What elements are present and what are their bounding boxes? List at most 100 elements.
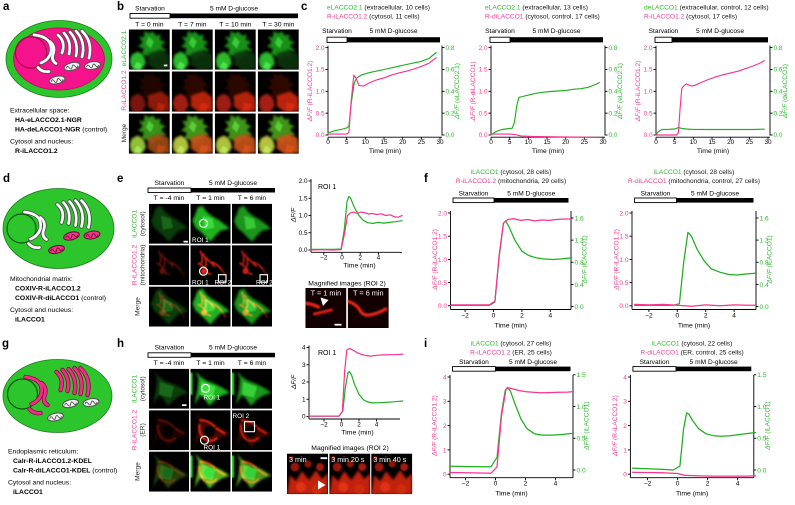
svg-text:25: 25 xyxy=(418,139,426,146)
svg-text:0.4: 0.4 xyxy=(760,282,769,289)
svg-text:1.0: 1.0 xyxy=(316,89,325,96)
svg-text:0.5: 0.5 xyxy=(757,436,766,443)
svg-text:ΔF/F (R-diLACCO1): ΔF/F (R-diLACCO1) xyxy=(470,62,477,122)
svg-text:R-iLACCO1.2 (ER, 25 cells): R-iLACCO1.2 (ER, 25 cells) xyxy=(470,350,552,357)
svg-text:Time (min): Time (min) xyxy=(532,148,564,155)
svg-text:1.0: 1.0 xyxy=(619,257,628,264)
svg-text:f: f xyxy=(424,173,428,185)
svg-text:R-diLACCO1 (ER, control, 25 ce: R-diLACCO1 (ER, control, 25 cells) xyxy=(640,350,743,357)
svg-text:Starvation: Starvation xyxy=(459,359,489,366)
svg-text:0: 0 xyxy=(492,313,496,320)
svg-text:0.5: 0.5 xyxy=(438,280,447,287)
svg-text:1.5: 1.5 xyxy=(438,234,447,241)
svg-text:0: 0 xyxy=(443,472,447,479)
svg-text:3: 3 xyxy=(302,362,306,369)
svg-text:5: 5 xyxy=(345,139,349,146)
svg-text:1.0: 1.0 xyxy=(438,257,447,264)
svg-text:3 min: 3 min xyxy=(289,455,307,464)
svg-text:(mitochondria): (mitochondria) xyxy=(140,245,147,286)
svg-text:0.2: 0.2 xyxy=(774,110,783,117)
svg-text:1.6: 1.6 xyxy=(760,215,769,222)
svg-text:0: 0 xyxy=(340,422,344,429)
svg-text:5 mM D-glucose: 5 mM D-glucose xyxy=(696,28,744,35)
svg-text:ROI 2: ROI 2 xyxy=(256,280,273,287)
svg-text:5 mM D-glucose: 5 mM D-glucose xyxy=(507,191,555,198)
svg-text:10: 10 xyxy=(525,139,533,146)
svg-text:2: 2 xyxy=(443,423,447,430)
svg-text:ΔF/F (iLACCO1): ΔF/F (iLACCO1) xyxy=(582,235,589,284)
svg-text:4: 4 xyxy=(736,481,740,488)
svg-text:Extracellular space:: Extracellular space: xyxy=(10,108,69,115)
svg-text:Calr-R-diLACCO1-KDEL (control): Calr-R-diLACCO1-KDEL (control) xyxy=(13,468,117,475)
svg-text:0: 0 xyxy=(676,481,680,488)
svg-text:eLACCO2.1 (extracellular, 10 c: eLACCO2.1 (extracellular, 10 cells) xyxy=(327,5,430,12)
svg-text:R-iLACCO1.2: R-iLACCO1.2 xyxy=(131,410,138,451)
svg-text:25: 25 xyxy=(746,139,754,146)
svg-text:Time (min): Time (min) xyxy=(341,430,373,437)
svg-text:1: 1 xyxy=(443,447,447,454)
svg-text:Starvation: Starvation xyxy=(322,28,352,35)
svg-text:1.0: 1.0 xyxy=(479,89,488,96)
svg-text:5 mM D-glucose: 5 mM D-glucose xyxy=(210,6,258,13)
svg-text:5 mM D-glucose: 5 mM D-glucose xyxy=(509,359,557,366)
svg-text:0.0: 0.0 xyxy=(479,132,488,139)
svg-text:Cytosol and nucleus:: Cytosol and nucleus: xyxy=(10,139,73,146)
svg-text:0.0: 0.0 xyxy=(299,247,308,254)
svg-text:−2: −2 xyxy=(462,481,470,488)
svg-text:0.0: 0.0 xyxy=(575,304,584,311)
svg-text:0.4: 0.4 xyxy=(609,89,618,96)
svg-text:ΔF/F (eLACCO2.1): ΔF/F (eLACCO2.1) xyxy=(454,63,461,120)
svg-text:T = -4 min: T = -4 min xyxy=(154,360,185,367)
svg-text:4: 4 xyxy=(302,345,306,352)
svg-text:0.8: 0.8 xyxy=(774,45,783,52)
svg-text:Merge: Merge xyxy=(135,462,142,481)
svg-text:iLACCO1: iLACCO1 xyxy=(131,375,138,403)
svg-text:eLACCO2.1 (extracellular, 13 c: eLACCO2.1 (extracellular, 13 cells) xyxy=(485,5,588,12)
svg-text:Starvation: Starvation xyxy=(155,180,185,187)
svg-text:2: 2 xyxy=(524,481,528,488)
svg-text:15: 15 xyxy=(543,139,551,146)
svg-text:T = 1 min: T = 1 min xyxy=(196,195,225,202)
svg-text:Time (min): Time (min) xyxy=(495,323,527,330)
svg-text:Endoplasmic reticulum:: Endoplasmic reticulum: xyxy=(8,449,78,456)
svg-text:5 mM D-glucose: 5 mM D-glucose xyxy=(532,28,580,35)
svg-text:ROI 1: ROI 1 xyxy=(192,280,209,287)
svg-text:0: 0 xyxy=(654,139,658,146)
svg-text:c: c xyxy=(301,1,308,13)
svg-text:ROI 2: ROI 2 xyxy=(233,413,250,420)
svg-text:R-diLACCO1 (cytosol, control,: R-diLACCO1 (cytosol, control, 17 cells) xyxy=(485,14,600,21)
svg-text:0.8: 0.8 xyxy=(609,45,618,52)
svg-text:iLACCO1 (cytosol, 22 cells): iLACCO1 (cytosol, 22 cells) xyxy=(652,341,733,348)
svg-text:Merge: Merge xyxy=(135,297,142,316)
svg-text:3 min 20 s: 3 min 20 s xyxy=(331,455,365,464)
svg-text:iLACCO1: iLACCO1 xyxy=(131,210,138,238)
svg-text:T = 1 min: T = 1 min xyxy=(196,360,225,367)
svg-text:ΔF/F (iLACCO1): ΔF/F (iLACCO1) xyxy=(767,235,774,284)
svg-text:Starvation: Starvation xyxy=(135,6,165,13)
svg-text:Magnified images (ROI 2): Magnified images (ROI 2) xyxy=(308,280,385,287)
svg-text:0.0: 0.0 xyxy=(774,132,783,139)
svg-text:Time (min): Time (min) xyxy=(369,148,401,155)
svg-text:1.5: 1.5 xyxy=(757,372,766,379)
svg-text:R-iLACCO1.2 (mitochondria, 29: R-iLACCO1.2 (mitochondria, 29 cells) xyxy=(456,178,566,185)
svg-text:1: 1 xyxy=(302,396,306,403)
svg-text:5 mM D-glucose: 5 mM D-glucose xyxy=(209,345,257,352)
svg-text:0: 0 xyxy=(340,255,344,262)
svg-text:0: 0 xyxy=(489,139,493,146)
svg-text:0: 0 xyxy=(326,139,330,146)
svg-text:−2: −2 xyxy=(320,422,328,429)
svg-text:2.0: 2.0 xyxy=(438,210,447,217)
svg-text:0.8: 0.8 xyxy=(575,260,584,267)
svg-text:ΔF/F (iLACCO1): ΔF/F (iLACCO1) xyxy=(584,401,591,450)
svg-text:20: 20 xyxy=(562,139,570,146)
svg-text:Time (min): Time (min) xyxy=(678,323,710,330)
svg-text:4: 4 xyxy=(623,374,627,381)
svg-text:R-iLACCO1.2: R-iLACCO1.2 xyxy=(121,70,128,111)
svg-text:0.0: 0.0 xyxy=(438,303,447,310)
svg-text:1: 1 xyxy=(623,447,627,454)
svg-text:0: 0 xyxy=(623,472,627,479)
svg-text:0.0: 0.0 xyxy=(609,132,618,139)
svg-text:1.5: 1.5 xyxy=(479,67,488,74)
svg-text:0.0: 0.0 xyxy=(619,303,628,310)
svg-text:1.2: 1.2 xyxy=(760,238,769,245)
